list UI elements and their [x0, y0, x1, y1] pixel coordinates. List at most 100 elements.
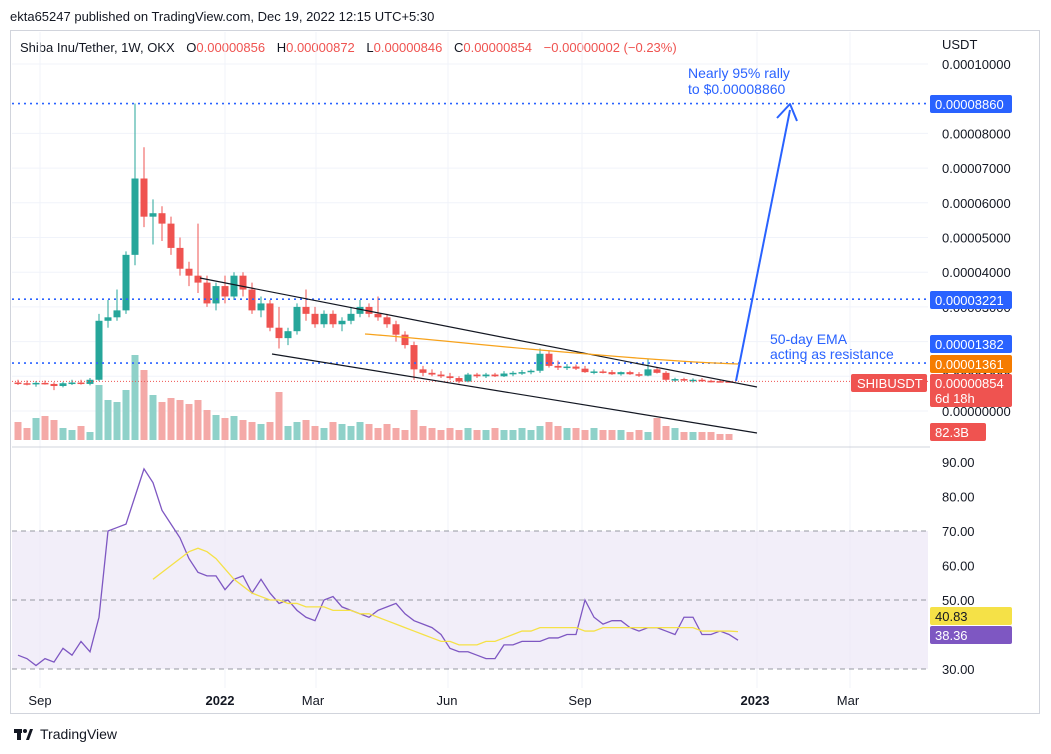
- volume-bar: [410, 410, 418, 440]
- candle-body: [464, 374, 472, 382]
- candle-body: [500, 373, 508, 377]
- legend-open-label: O: [186, 40, 196, 55]
- candle-body: [320, 313, 328, 325]
- rally-arrow-line: [735, 109, 791, 382]
- volume-bar: [446, 428, 454, 440]
- volume-bar: [401, 430, 409, 440]
- volume-bar: [662, 426, 670, 440]
- candle-body: [617, 372, 625, 375]
- candle-body: [437, 374, 445, 377]
- candle-body: [671, 379, 679, 381]
- candle-body: [275, 327, 283, 339]
- volume-bar: [131, 355, 139, 440]
- badge-last-price-bg: [930, 374, 1012, 407]
- volume-bar: [338, 424, 346, 440]
- candle-body: [581, 368, 589, 373]
- channel-upper-line: [199, 277, 758, 388]
- volume-bar: [473, 430, 481, 440]
- rsi-tick-label: 30.00: [942, 662, 975, 677]
- rsi-tick-label: 50.00: [942, 593, 975, 608]
- candle-body: [239, 275, 247, 290]
- channel-lower-line: [271, 353, 758, 434]
- volume-bar: [221, 418, 229, 440]
- volume-bar: [509, 430, 517, 440]
- time-tick-label: Sep: [568, 693, 591, 708]
- candle-body: [680, 379, 688, 381]
- volume-bar: [77, 426, 85, 440]
- candles: [14, 103, 733, 391]
- volume-bar: [383, 424, 391, 440]
- volume-bar: [302, 420, 310, 440]
- candle-body: [77, 382, 85, 385]
- price-badges: 0.00008860 0.00003221 0.00001382 0.00001361…: [851, 95, 1012, 644]
- rsi-tick-label: 90.00: [942, 455, 975, 470]
- volume-bar: [518, 428, 526, 440]
- brand-name: TradingView: [40, 726, 118, 742]
- badge-level-mid-bg: [930, 291, 1012, 309]
- rsi-band-fill: [12, 531, 928, 669]
- candle-body: [347, 313, 355, 321]
- volume-bar: [626, 432, 634, 440]
- time-tick-label: Jun: [437, 693, 458, 708]
- publish-caption: ekta65247 published on TradingView.com, …: [10, 9, 435, 24]
- legend-open-value: 0.00000856: [196, 40, 265, 55]
- candle-body: [554, 365, 562, 368]
- badge-level-low-text: 0.00001382: [935, 337, 1004, 352]
- price-tick-label: 0.00006000: [942, 196, 1011, 211]
- rsi-pane: [17, 467, 739, 667]
- price-tick-label: 0.00010000: [942, 57, 1011, 72]
- candle-body: [32, 382, 40, 385]
- volume-bar: [266, 422, 274, 440]
- candle-body: [527, 370, 535, 373]
- candle-body: [302, 306, 310, 314]
- candle-body: [329, 313, 337, 325]
- svg-text:Shiba Inu/Tether, 1W, OKX: Shiba Inu/Tether, 1W, OKX O0.00000856 H0…: [20, 40, 677, 55]
- candle-body: [545, 353, 553, 366]
- volume-bar: [482, 430, 490, 440]
- volume-bar: [689, 432, 697, 440]
- candle-body: [662, 372, 670, 380]
- volume-bar: [536, 426, 544, 440]
- badge-level-top-bg: [930, 95, 1012, 113]
- candle-body: [293, 306, 301, 332]
- legend-high-label: H: [277, 40, 286, 55]
- candle-body: [410, 345, 418, 370]
- rsi-line: [17, 467, 739, 667]
- volume-bar: [572, 428, 580, 440]
- candle-body: [473, 374, 481, 377]
- time-tick-label: 2022: [206, 693, 235, 708]
- candle-body: [563, 366, 571, 369]
- volume-bar: [680, 432, 688, 440]
- volume-bar: [122, 390, 130, 440]
- volume-bar: [653, 418, 661, 440]
- volume-bar: [194, 400, 202, 440]
- volume-bar: [671, 428, 679, 440]
- annotation-rally-line2: to $0.00008860: [688, 81, 786, 97]
- candle-body: [509, 372, 517, 375]
- volume-bar: [374, 428, 382, 440]
- candle-body: [212, 286, 220, 304]
- volume-bar: [347, 426, 355, 440]
- badge-ema-text: 0.00001361: [935, 357, 1004, 372]
- badge-level-mid-text: 0.00003221: [935, 293, 1004, 308]
- legend-low-label: L: [366, 40, 373, 55]
- rsi-tick-label: 70.00: [942, 524, 975, 539]
- volume-bar: [95, 385, 103, 440]
- volume-bar: [59, 428, 67, 440]
- rally-arrow-head: [776, 103, 798, 122]
- volume-bar: [50, 420, 58, 440]
- volume-bar: [185, 404, 193, 440]
- legend-close-value: 0.00000854: [463, 40, 532, 55]
- volume-bar: [329, 422, 337, 440]
- candle-body: [608, 372, 616, 375]
- time-tick-label: Sep: [28, 693, 51, 708]
- candle-body: [356, 306, 364, 314]
- candle-body: [50, 383, 58, 387]
- candle-body: [572, 366, 580, 369]
- volume-bar: [608, 430, 616, 440]
- candle-body: [167, 223, 175, 248]
- annotation-ema-line1: 50-day EMA: [770, 331, 848, 347]
- volume-bar: [41, 416, 49, 440]
- candle-body: [194, 275, 202, 283]
